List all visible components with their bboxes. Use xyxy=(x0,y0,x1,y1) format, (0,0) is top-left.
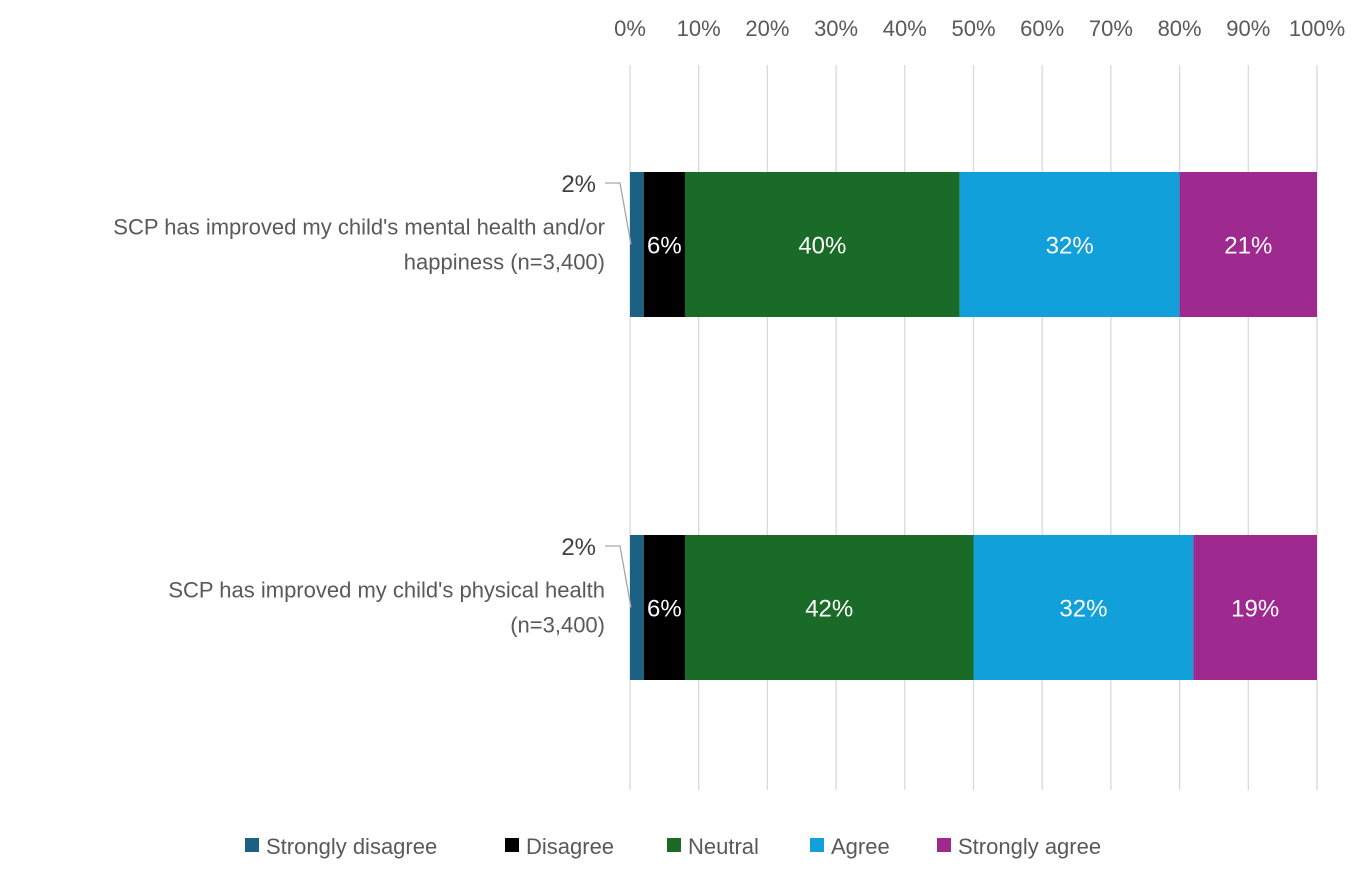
x-tick-label: 100% xyxy=(1289,16,1345,41)
data-label: 2% xyxy=(561,171,596,198)
data-label: 2% xyxy=(561,534,596,561)
data-label: 40% xyxy=(798,233,846,260)
bar-segment-strongly-disagree xyxy=(630,172,644,317)
bar-segment-strongly-disagree xyxy=(630,535,644,680)
x-tick-label: 80% xyxy=(1158,16,1202,41)
leader-line xyxy=(605,182,632,245)
data-label: 32% xyxy=(1059,596,1107,623)
data-label: 42% xyxy=(805,596,853,623)
data-label: 19% xyxy=(1231,596,1279,623)
x-tick-label: 20% xyxy=(745,16,789,41)
x-tick-label: 90% xyxy=(1226,16,1270,41)
data-label: 21% xyxy=(1224,233,1272,260)
legend-label: Agree xyxy=(831,834,890,859)
bar-segment-disagree xyxy=(643,535,685,680)
x-tick-label: 50% xyxy=(951,16,995,41)
bar-segment-agree xyxy=(959,172,1180,317)
bar-segment-strongly-agree xyxy=(1193,535,1317,680)
bar-segment-neutral xyxy=(684,535,974,680)
x-tick-label: 30% xyxy=(814,16,858,41)
legend-label: Disagree xyxy=(526,834,614,859)
leader-line xyxy=(605,545,632,608)
x-tick-label: 10% xyxy=(677,16,721,41)
x-tick-label: 70% xyxy=(1089,16,1133,41)
legend-label: Strongly agree xyxy=(958,834,1101,859)
bar-segment-disagree xyxy=(643,172,685,317)
category-label: (n=3,400) xyxy=(510,613,605,638)
bar-segment-neutral xyxy=(684,172,960,317)
legend-label: Strongly disagree xyxy=(266,834,437,859)
bar-segment-agree xyxy=(973,535,1194,680)
legend-swatch xyxy=(810,838,824,852)
data-label: 6% xyxy=(647,233,682,260)
legend-swatch xyxy=(245,838,259,852)
legend-swatch xyxy=(937,838,951,852)
legend-swatch xyxy=(505,838,519,852)
data-label: 32% xyxy=(1046,233,1094,260)
category-label: happiness (n=3,400) xyxy=(404,250,605,275)
x-tick-label: 40% xyxy=(883,16,927,41)
category-label: SCP has improved my child's mental healt… xyxy=(113,215,605,240)
legend-swatch xyxy=(667,838,681,852)
x-tick-label: 0% xyxy=(614,16,646,41)
data-label: 6% xyxy=(647,596,682,623)
category-label: SCP has improved my child's physical hea… xyxy=(168,578,605,603)
bar-segment-strongly-agree xyxy=(1179,172,1317,317)
x-tick-label: 60% xyxy=(1020,16,1064,41)
legend-label: Neutral xyxy=(688,834,759,859)
